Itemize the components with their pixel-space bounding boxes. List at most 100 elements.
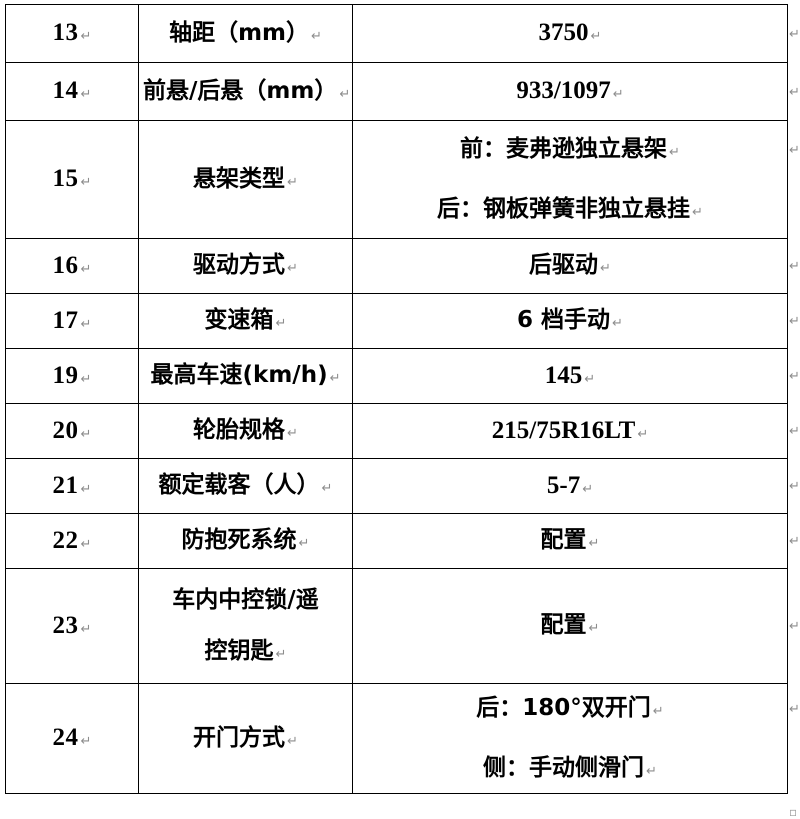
row-index-text: 22 ↵: [52, 526, 92, 554]
paragraph-mark-icon: ↵: [669, 145, 680, 161]
paragraph-mark-icon: ↵: [692, 204, 703, 220]
spec-value-cell: 3750 ↵: [352, 4, 788, 63]
spec-item-cell: 轴距（mm） ↵: [138, 4, 353, 63]
paragraph-mark-icon: ↵: [287, 426, 298, 442]
paragraph-mark-icon: ↵: [287, 174, 298, 190]
paragraph-mark-icon: ↵: [789, 619, 800, 634]
spec-value-cell: 5-7 ↵: [352, 458, 788, 514]
document-margin-paragraph-marks: ↵ ↵ ↵ ↵ ↵ ↵ ↵ ↵ ↵ ↵ ↵: [789, 0, 800, 818]
spec-item-text: 防抱死系统 ↵: [181, 527, 310, 554]
spec-item-text: 前悬/后悬（mm） ↵: [143, 77, 351, 104]
table-row: 15 ↵ 悬架类型 ↵ 前：麦弗逊独立悬架 ↵ 后：钢板弹簧非独立悬挂 ↵: [5, 120, 788, 239]
paragraph-mark-icon: ↵: [789, 534, 800, 549]
table-row: 23 ↵ 车内中控锁/遥 控钥匙 ↵ 配置 ↵: [5, 568, 788, 684]
paragraph-mark-icon: ↵: [789, 702, 800, 717]
spec-item-text: 控钥匙 ↵: [204, 638, 287, 664]
spec-value-cell: 215/75R16LT ↵: [352, 403, 788, 459]
paragraph-mark-icon: ↵: [339, 86, 351, 102]
spec-value-text: 215/75R16LT ↵: [491, 416, 649, 444]
paragraph-mark-icon: ↵: [646, 763, 657, 779]
row-index-text: 16 ↵: [52, 251, 92, 279]
paragraph-mark-icon: ↵: [652, 704, 664, 720]
paragraph-mark-icon: ↵: [600, 261, 611, 277]
spec-value-cell: 145 ↵: [352, 348, 788, 404]
paragraph-mark-icon: ↵: [80, 426, 92, 442]
paragraph-mark-icon: ↵: [612, 87, 624, 103]
paragraph-mark-icon: ↵: [789, 424, 800, 439]
table-row: 19 ↵ 最高车速(km/h) ↵ 145 ↵: [5, 348, 788, 404]
paragraph-mark-icon: ↵: [588, 536, 600, 552]
spec-value-text: 后：180°双开门 ↵: [476, 695, 664, 722]
spec-value-text: 933/1097 ↵: [516, 77, 624, 105]
spec-item-cell: 车内中控锁/遥 控钥匙 ↵: [138, 568, 353, 684]
paragraph-mark-icon: ↵: [275, 316, 287, 332]
row-index-text: 23 ↵: [52, 611, 92, 639]
paragraph-mark-icon: ↵: [582, 481, 594, 497]
row-index-text: 14 ↵: [52, 77, 92, 105]
paragraph-mark-icon: ↵: [612, 316, 623, 332]
paragraph-mark-icon: ↵: [584, 371, 596, 387]
spec-value-cell: 6 档手动 ↵: [352, 293, 788, 349]
table-row: 20 ↵ 轮胎规格 ↵ 215/75R16LT ↵: [5, 403, 788, 459]
spec-value-text: 145 ↵: [544, 361, 596, 389]
row-index-text: 20 ↵: [52, 416, 92, 444]
table-row: 24 ↵ 开门方式 ↵ 后：180°双开门 ↵ 侧：手动侧滑门 ↵: [5, 683, 788, 794]
paragraph-mark-icon: ↵: [80, 175, 92, 191]
spec-item-text: 最高车速(km/h) ↵: [150, 362, 341, 389]
paragraph-mark-icon: ↵: [637, 426, 649, 442]
row-index-text: 17 ↵: [52, 306, 92, 334]
paragraph-mark-icon: ↵: [789, 85, 800, 100]
paragraph-mark-icon: ↵: [80, 29, 92, 45]
paragraph-mark-icon: ↵: [80, 316, 92, 332]
end-of-document-mark: ▫: [789, 805, 798, 819]
paragraph-mark-icon: ↵: [275, 647, 287, 662]
spec-value-text: 后：钢板弹簧非独立悬挂 ↵: [437, 195, 703, 222]
row-index-text: 24 ↵: [52, 724, 92, 752]
spec-item-cell: 驱动方式 ↵: [138, 238, 353, 294]
row-index-cell: 21 ↵: [5, 458, 139, 514]
paragraph-mark-icon: ↵: [311, 28, 322, 44]
paragraph-mark-icon: ↵: [789, 314, 800, 329]
paragraph-mark-icon: ↵: [287, 733, 298, 749]
spec-item-text: 驱动方式 ↵: [193, 252, 298, 279]
spec-value-text: 5-7 ↵: [546, 471, 594, 499]
spec-value-text: 后驱动 ↵: [529, 252, 611, 279]
table-row: 14 ↵ 前悬/后悬（mm） ↵ 933/1097 ↵: [5, 62, 788, 121]
spec-item-text: 悬架类型 ↵: [193, 165, 298, 192]
row-index-cell: 15 ↵: [5, 120, 139, 239]
spec-item-cell: 最高车速(km/h) ↵: [138, 348, 353, 404]
row-index-text: 19 ↵: [52, 361, 92, 389]
row-index-cell: 22 ↵: [5, 513, 139, 569]
paragraph-mark-icon: ↵: [298, 536, 310, 552]
spec-value-text: 配置 ↵: [540, 612, 600, 639]
paragraph-mark-icon: ↵: [80, 371, 92, 387]
table-row: 13 ↵ 轴距（mm） ↵ 3750 ↵: [5, 4, 788, 63]
row-index-text: 15 ↵: [52, 165, 92, 193]
spec-item-text: 开门方式 ↵: [193, 724, 298, 751]
table-row: 21 ↵ 额定载客（人） ↵ 5-7 ↵: [5, 458, 788, 514]
spec-value-cell: 后：180°双开门 ↵ 侧：手动侧滑门 ↵: [352, 683, 788, 794]
paragraph-mark-icon: ↵: [789, 143, 800, 158]
row-index-text: 13 ↵: [52, 19, 92, 47]
row-index-cell: 13 ↵: [5, 4, 139, 63]
table-row: 16 ↵ 驱动方式 ↵ 后驱动 ↵: [5, 238, 788, 294]
paragraph-mark-icon: ↵: [80, 481, 92, 497]
spec-item-text: 轴距（mm） ↵: [169, 19, 322, 46]
paragraph-mark-icon: ↵: [287, 261, 298, 277]
spec-item-cell: 轮胎规格 ↵: [138, 403, 353, 459]
spec-value-cell: 配置 ↵: [352, 513, 788, 569]
spec-table-body: 13 ↵ 轴距（mm） ↵ 3750 ↵ 14 ↵ 前悬/后悬（mm） ↵ 933/1097 ↵ 15 ↵…: [5, 4, 788, 794]
spec-item-cell: 前悬/后悬（mm） ↵: [138, 62, 353, 121]
spec-value-text: 前：麦弗逊独立悬架 ↵: [460, 136, 680, 163]
spec-value-cell: 后驱动 ↵: [352, 238, 788, 294]
paragraph-mark-icon: ↵: [789, 369, 800, 384]
paragraph-mark-icon: ↵: [590, 29, 602, 45]
spec-value-text: 3750 ↵: [538, 19, 602, 47]
spec-item-cell: 开门方式 ↵: [138, 683, 353, 794]
spec-item-cell: 防抱死系统 ↵: [138, 513, 353, 569]
paragraph-mark-icon: ↵: [789, 259, 800, 274]
paragraph-mark-icon: ↵: [80, 87, 92, 103]
spec-value-text: 6 档手动 ↵: [517, 307, 623, 334]
paragraph-mark-icon: ↵: [321, 481, 333, 497]
